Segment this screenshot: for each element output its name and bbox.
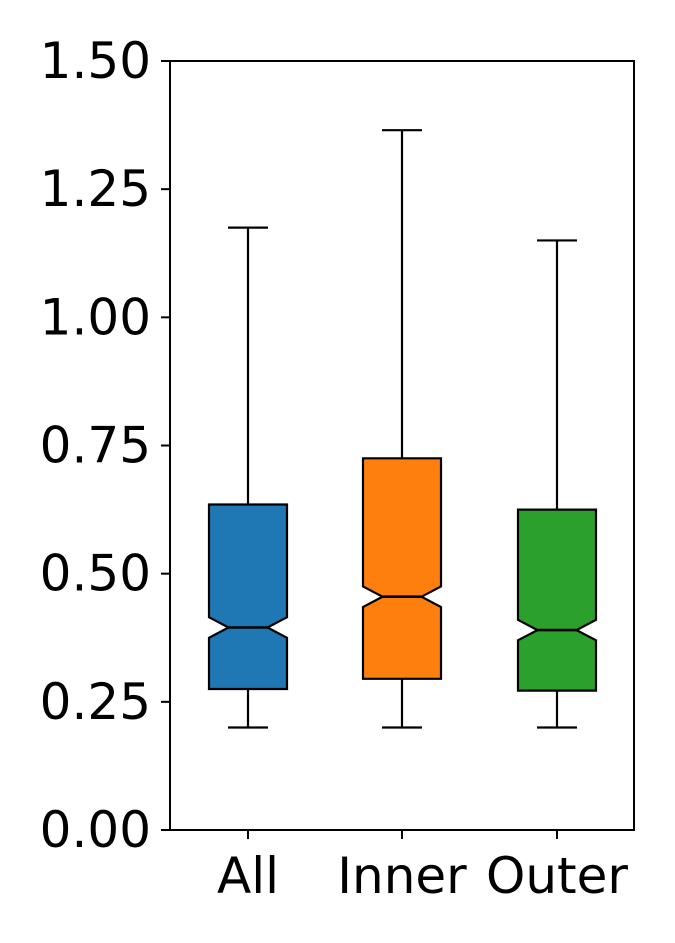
boxes-layer: [207, 129, 598, 729]
axes-layer: 0.00 0.25 0.50 0.75 1.00 1.25 1.50 All Inner Oute…: [40, 32, 629, 905]
box-all: [207, 503, 289, 691]
y-tick-label: 1.50: [40, 32, 151, 90]
y-tick-label: 0.50: [40, 545, 151, 603]
y-tick-label: 0.25: [40, 673, 151, 731]
x-tick-label-outer: Outer: [486, 847, 628, 905]
y-tick-label: 0.00: [40, 801, 151, 859]
y-tick-label: 1.25: [40, 160, 151, 218]
x-tick-label-inner: Inner: [337, 847, 467, 905]
x-tick-label-all: All: [217, 847, 279, 905]
plot-frame: [169, 60, 635, 831]
box-inner: [361, 457, 443, 680]
box-group-outer: [516, 239, 598, 729]
box-group-inner: [361, 129, 443, 729]
y-tick-label: 0.75: [40, 417, 151, 475]
y-tick-label: 1.00: [40, 288, 151, 346]
box-group-all: [207, 226, 289, 729]
box-outer: [516, 508, 598, 692]
